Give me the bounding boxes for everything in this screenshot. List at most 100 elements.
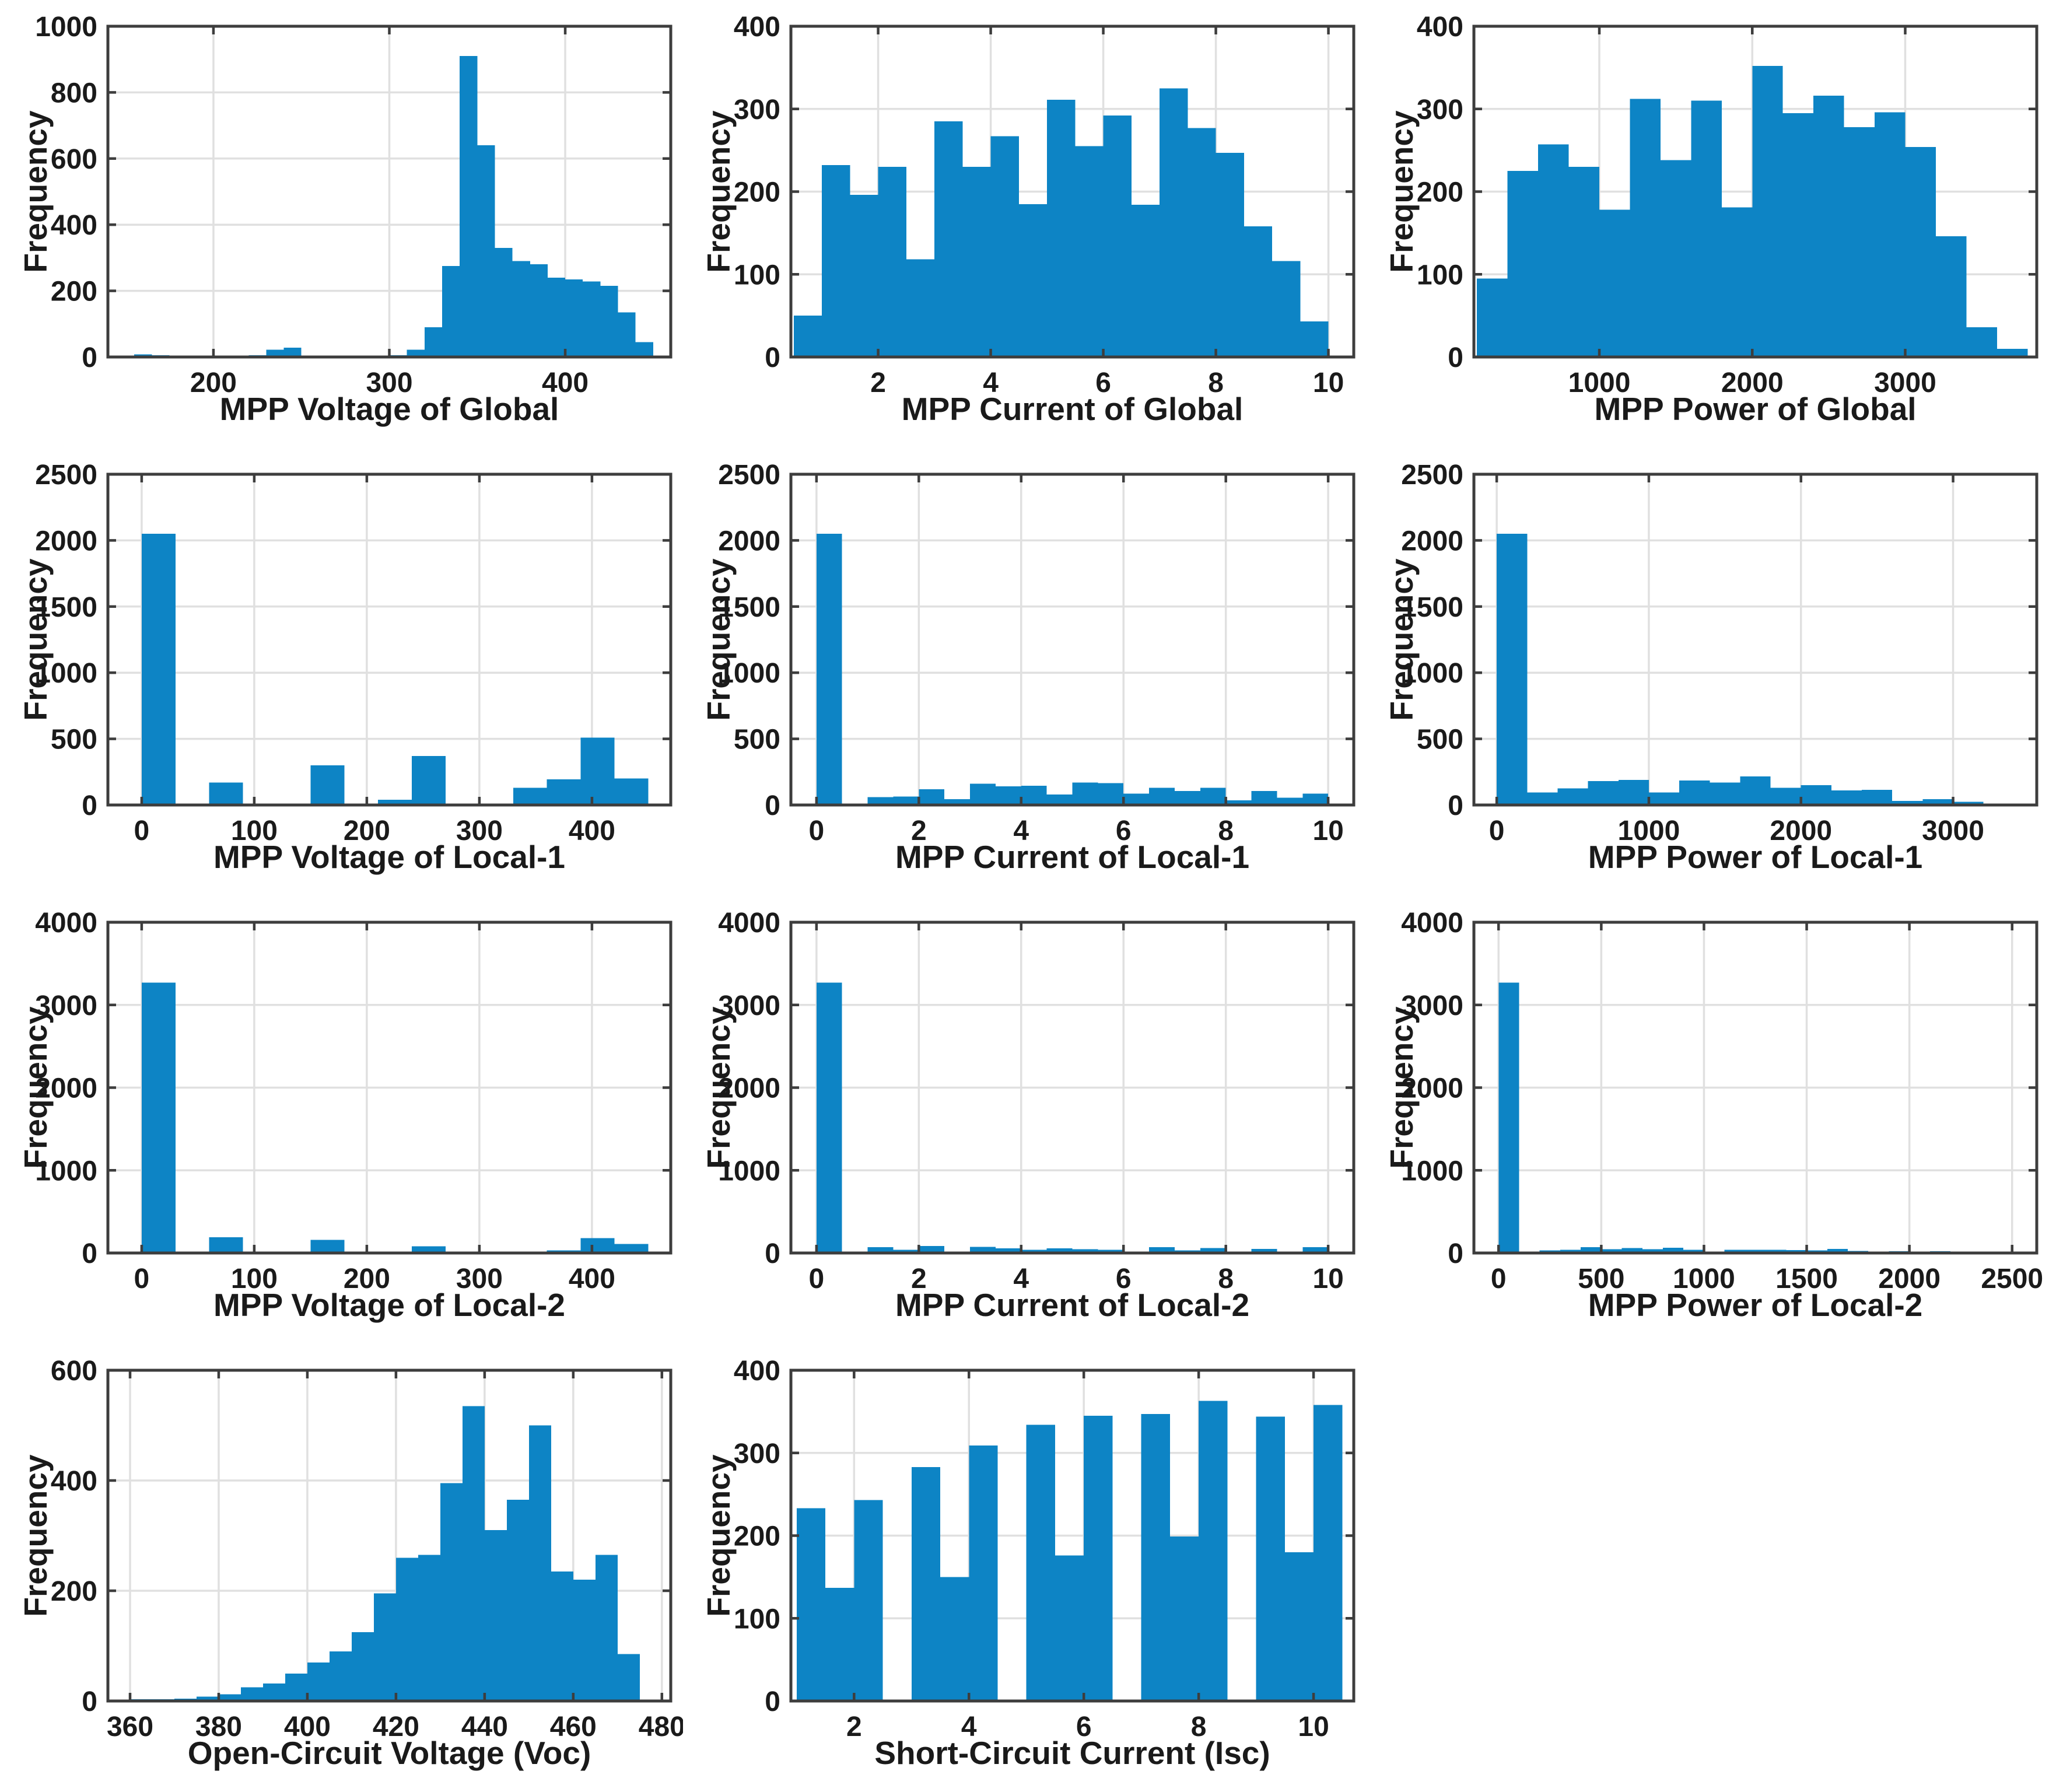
subplot-short-circuit-current: 2 4 6 8 10 0 100 200 300 400 Frequency Short-Circ… [683,1344,1366,1792]
subplot-open-circuit-voltage: 360 380 400 420 440 460 480 0 200 400 600 Frequenc… [0,1344,683,1792]
subplot-mpp-power-local1: 0 1000 2000 3000 0 500 1000 1500 2000 2500 Freque… [1366,448,2049,896]
histogram-bar [1141,1414,1170,1701]
x-tick-label: 8 [1191,1712,1207,1742]
x-tick-label: 460 [550,1712,597,1742]
y-tick-label: 0 [765,790,780,821]
y-axis-label: Frequency [1383,558,1420,721]
y-tick-label: 400 [734,12,780,43]
histogram-bar [1272,261,1301,357]
histogram-bar [1663,1247,1684,1253]
y-tick-label: 2000 [1401,1073,1463,1104]
histogram-bar [580,1238,615,1253]
histogram-bar [944,799,971,805]
x-tick-label: 3000 [1922,816,1984,846]
histogram-bar [506,1500,529,1701]
histogram-bar [1160,88,1188,357]
histogram-bar [373,1593,396,1701]
x-tick-label: 1000 [1618,816,1680,846]
histogram-bar [1862,789,1893,805]
histogram-bar [1905,146,1936,357]
subplot-mpp-current-local2: 0 2 4 6 8 10 0 1000 2000 3000 4000 Frequency MPP C… [683,896,1366,1344]
histogram-bar [351,1632,374,1701]
plot-canvas: 0 2 4 6 8 10 0 500 1000 1500 2000 2500 [718,460,1356,846]
axis-box [1472,473,2039,807]
histogram-bar [1660,160,1691,357]
histogram-bar [395,1558,418,1701]
histogram-bar [1497,534,1528,805]
y-tick-label: 1000 [35,658,97,689]
y-tick-label: 2000 [718,1073,780,1104]
histogram-bar [209,1237,243,1253]
y-tick-label: 1000 [35,1156,97,1186]
x-tick-label: 1000 [1673,1264,1735,1294]
histogram-bar [440,1483,463,1701]
y-tick-label: 4000 [35,908,97,939]
y-axis-label: Frequency [700,558,737,721]
histogram-bar [1588,781,1619,805]
x-tick-label: 200 [190,368,237,398]
histogram-bar [1766,1250,1787,1253]
histogram-bar [595,1555,618,1701]
histogram-bar [218,1694,241,1701]
histogram-bar [1498,982,1519,1253]
histogram-bar [1256,1416,1285,1701]
x-axis-title: Open-Circuit Voltage (Voc) [187,1735,591,1771]
histogram-bar [934,121,963,357]
x-tick-label: 6 [1095,368,1111,398]
histogram-bar [940,1577,969,1701]
y-tick-label: 1000 [718,658,780,689]
histogram-bar [262,1683,285,1701]
y-tick-label: 2000 [718,526,780,556]
y-tick-label: 500 [734,724,780,755]
plot-canvas: 360 380 400 420 440 460 480 0 200 400 600 [51,1356,683,1742]
x-tick-label: 480 [639,1712,683,1742]
histogram-bar [1284,1552,1314,1701]
histogram-bar [1752,66,1783,357]
histogram-bar [893,1250,919,1253]
histogram-bar [796,1508,826,1701]
histogram-bar [1021,1250,1047,1253]
y-tick-label: 2500 [35,460,97,491]
histogram-bar [407,349,425,357]
histogram-bar [1831,790,1862,805]
histogram-bar [614,1244,649,1253]
histogram-bar [1601,1249,1622,1253]
histogram-bar [893,796,919,805]
histogram-bar [1302,1247,1329,1253]
y-tick-label: 400 [734,1356,780,1387]
x-tick-label: 400 [542,368,589,398]
x-tick-label: 4 [961,1712,977,1742]
y-tick-label: 2000 [1401,526,1463,556]
y-axis-label: Frequency [1383,110,1420,273]
subplot-mpp-voltage-local1: 0 100 200 300 400 0 500 1000 1500 2000 2500 Freque… [0,448,683,896]
x-axis-title: MPP Voltage of Global [219,391,559,427]
y-tick-label: 0 [82,790,97,821]
x-tick-label: 380 [195,1712,242,1742]
histogram-bar [1782,113,1814,357]
y-tick-label: 1500 [718,592,780,623]
x-tick-label: 0 [1491,1264,1507,1294]
x-tick-label: 3000 [1874,368,1936,398]
y-tick-label: 0 [765,1686,780,1717]
histogram-bar [583,281,601,357]
y-tick-label: 2000 [35,1073,97,1104]
y-axis-label: Frequency [700,1006,737,1169]
histogram-bar [1683,1250,1704,1253]
subplot-mpp-voltage-local2: 0 100 200 300 400 0 1000 2000 3000 4000 Frequency… [0,896,683,1344]
x-tick-label: 10 [1298,1712,1329,1742]
histogram-bar [1072,1249,1098,1253]
y-tick-label: 100 [1417,260,1463,290]
histogram-bar [1225,800,1252,805]
histogram-bar [1244,226,1273,357]
histogram-bar [1710,782,1740,805]
axis-box [789,473,1356,807]
histogram-bar [1047,100,1076,357]
histogram-bar [462,1406,485,1701]
x-axis-title: MPP Voltage of Local-2 [213,1287,566,1323]
histogram-bar [1131,205,1160,357]
histogram-bar [1314,1405,1343,1701]
histogram-bar [1200,1248,1226,1253]
histogram-bar [1875,112,1906,358]
histogram-bar [141,534,176,805]
histogram-bar [1935,236,1967,357]
